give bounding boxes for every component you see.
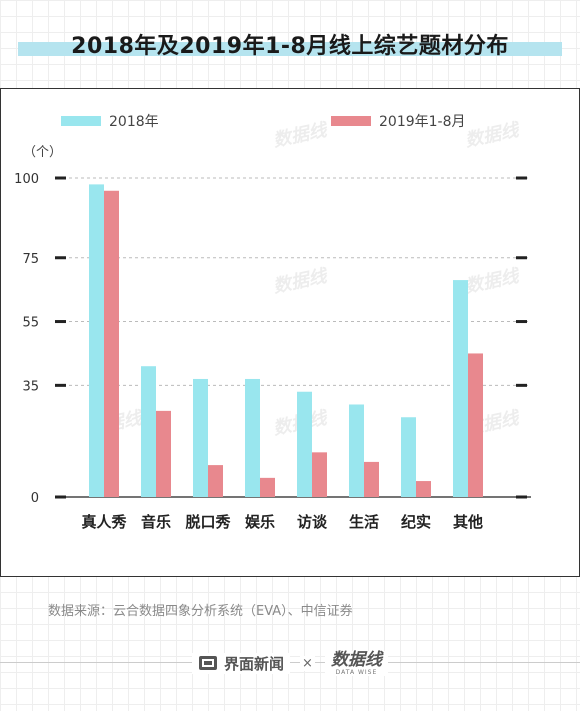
x-tick-label: 真人秀: [81, 513, 127, 531]
bar-2019-7: [416, 481, 431, 497]
watermark: 数据线: [463, 265, 522, 297]
chart-title: 2018年及2019年1-8月线上综艺题材分布: [71, 34, 509, 59]
y-tick-label: 0: [31, 491, 39, 506]
title-highlight-band: [18, 42, 562, 56]
x-tick-label: 其他: [453, 513, 483, 531]
bar-2018-1: [89, 184, 104, 497]
y-tick-label: 100: [14, 172, 39, 187]
bar-2018-5: [297, 391, 312, 497]
data-wise-logo-text: 数据线: [330, 649, 382, 670]
watermark: 数据线: [271, 119, 330, 151]
chart-panel: 数据线数据线数据线数据线数据线数据线数据线2018年2019年1-8月（个）03…: [0, 88, 580, 577]
bar-2018-3: [193, 378, 208, 497]
bar-2019-3: [208, 465, 223, 497]
bar-2019-1: [104, 190, 119, 497]
data-source: 数据来源：云合数据四象分析系统（EVA）、中信证券: [48, 604, 353, 619]
legend-swatch-2: [331, 116, 371, 126]
x-tick-label: 纪实: [401, 513, 431, 531]
x-tick-label: 访谈: [297, 513, 328, 531]
legend-label-2: 2019年1-8月: [379, 114, 466, 130]
bar-2019-2: [156, 410, 171, 497]
times-sign: ×: [300, 655, 315, 671]
legend-swatch-1: [61, 116, 101, 126]
bar-2018-6: [349, 404, 364, 497]
x-tick-label: 娱乐: [245, 513, 275, 531]
bar-chart: 数据线数据线数据线数据线数据线数据线数据线2018年2019年1-8月（个）03…: [14, 114, 531, 531]
watermark: 数据线: [271, 265, 330, 297]
watermark: 数据线: [463, 119, 522, 151]
y-tick-label: 55: [22, 316, 39, 331]
bar-2018-7: [401, 417, 416, 497]
y-axis-unit-label: （个）: [23, 145, 62, 160]
data-wise-logo-subtext: DATA WISE: [335, 668, 378, 676]
bar-2019-5: [312, 452, 327, 497]
jiemian-brand-name: 界面新闻: [224, 654, 285, 673]
y-tick-label: 35: [22, 379, 39, 394]
bar-2019-4: [260, 477, 275, 497]
footer: 界面新闻 × 数据线 DATA WISE: [0, 648, 580, 678]
bar-2019-8: [468, 353, 483, 497]
bar-2018-4: [245, 378, 260, 497]
bar-2018-2: [141, 366, 156, 497]
x-tick-label: 音乐: [141, 513, 171, 531]
jiemian-logo-icon: [199, 656, 218, 670]
x-tick-label: 生活: [349, 513, 379, 531]
bar-2018-8: [453, 280, 468, 497]
x-tick-label: 脱口秀: [185, 513, 231, 531]
bar-2019-6: [364, 461, 379, 497]
jiemian-brand: 界面新闻: [192, 652, 291, 674]
data-wise-brand: 数据线 DATA WISE: [324, 649, 388, 676]
y-tick-label: 75: [22, 252, 39, 267]
legend-label-1: 2018年: [109, 114, 159, 130]
